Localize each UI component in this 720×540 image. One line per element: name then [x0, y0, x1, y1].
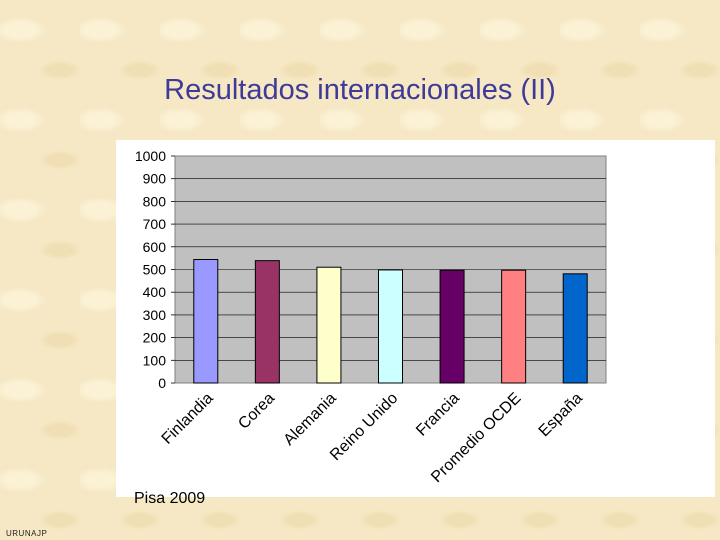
bar-reino-unido — [378, 269, 403, 384]
chart-caption: Pisa 2009 — [134, 490, 206, 507]
bar-chart: 0 100 200 300 400 500 600 700 800 900 1000 Finland… — [135, 148, 607, 486]
slide-title: Resultados internacionales (II) — [164, 74, 556, 106]
y-tick-label: 700 — [143, 216, 167, 232]
bars — [193, 259, 588, 384]
y-tick-label: 600 — [143, 239, 167, 255]
chart-panel: 0 100 200 300 400 500 600 700 800 900 1000 Finland… — [116, 140, 715, 497]
bar-corea — [254, 260, 280, 384]
y-tick-label: 800 — [143, 193, 167, 209]
bar-alemania — [316, 266, 342, 384]
footer-credit: URUNAJP — [6, 529, 48, 538]
bar-españa — [562, 273, 588, 384]
bar-francia — [439, 269, 465, 384]
x-tick-label: Francia — [413, 390, 463, 440]
x-tick-label: España — [536, 390, 586, 440]
y-tick-label: 500 — [143, 262, 167, 278]
y-tick-label: 400 — [143, 284, 167, 300]
y-tick-label: 900 — [143, 171, 167, 187]
y-tick-label: 200 — [143, 330, 167, 346]
x-tick-label: Corea — [235, 390, 278, 433]
bar-promedio-ocde — [501, 269, 527, 384]
x-tick-label: Finlandia — [159, 390, 217, 448]
gridlines — [175, 178, 606, 361]
y-tick-label: 100 — [143, 352, 167, 368]
y-tick-label: 300 — [143, 307, 167, 323]
y-tick-label: 0 — [158, 375, 166, 391]
x-tick-label: Alemania — [281, 390, 340, 449]
y-axis-ticks: 0 100 200 300 400 500 600 700 800 900 1000 — [135, 148, 175, 391]
bar-finlandia — [193, 259, 219, 384]
y-tick-label: 1000 — [135, 148, 166, 164]
